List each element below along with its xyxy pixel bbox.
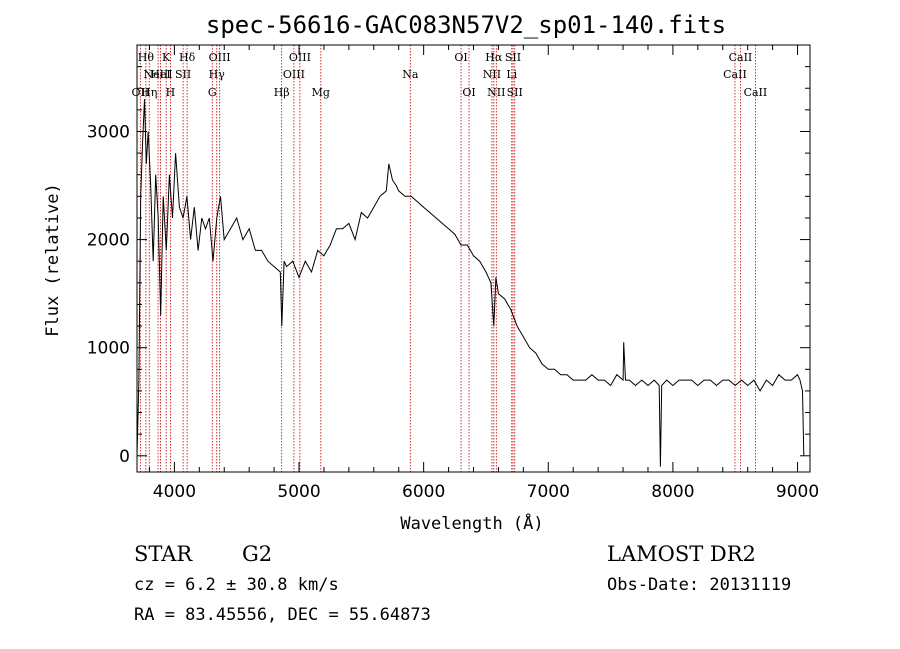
spectrum-series-line [136, 99, 805, 467]
spectral-subclass: G2 [242, 542, 272, 566]
line-label-15: Mg [312, 86, 330, 99]
line-label-2: Hη [141, 86, 157, 99]
line-label-3: NeIII [143, 68, 172, 81]
line-label-1: Hθ [138, 51, 155, 64]
line-label-26: CaII [729, 51, 753, 64]
line-label-13: OIII [283, 68, 305, 81]
line-label-14: OIII [289, 51, 311, 64]
y-tick-label-0: 0 [119, 447, 130, 467]
line-label-20: Hα [485, 51, 503, 64]
coordinates: RA = 83.45556, DEC = 55.64873 [134, 605, 431, 625]
x-tick-label-2: 6000 [402, 482, 445, 502]
line-label-19: NII [483, 68, 501, 81]
x-axis-ticks: 4000 5000 6000 7000 8000 9000 [148, 45, 819, 502]
y-tick-label-1: 1000 [87, 339, 130, 359]
x-tick-label-4: 8000 [651, 482, 694, 502]
line-label-18: OI [462, 86, 475, 99]
line-label-12: Hβ [274, 86, 290, 99]
x-tick-label-3: 7000 [527, 482, 570, 502]
line-label-22: Li [506, 68, 517, 81]
y-axis-label: Flux (relative) [43, 183, 63, 337]
line-label-24: SII [507, 86, 523, 99]
line-label-6: H [166, 86, 176, 99]
line-label-0: OII [132, 86, 150, 99]
object-type: STAR [134, 542, 193, 566]
y-tick-label-3: 3000 [87, 122, 130, 142]
line-label-10: Hγ [209, 68, 226, 81]
line-label-16: Na [402, 68, 419, 81]
line-label-27: CaII [744, 86, 768, 99]
x-axis-label: Wavelength (Å) [400, 512, 543, 534]
y-tick-label-2: 2000 [87, 231, 130, 251]
line-label-17: OI [454, 51, 467, 64]
redshift-info: cz = 6.2 ± 30.8 km/s [134, 575, 339, 595]
y-axis-ticks: 0 1000 2000 3000 [87, 66, 810, 467]
line-label-5: K [162, 51, 171, 64]
line-label-25: CaII [723, 68, 747, 81]
x-tick-label-5: 9000 [776, 482, 819, 502]
observation-date: Obs-Date: 20131119 [607, 575, 791, 595]
x-tick-label-1: 5000 [277, 482, 320, 502]
line-label-9: G [208, 86, 217, 99]
chart-title: spec-56616-GAC083N57V2_sp01-140.fits [206, 11, 726, 39]
line-label-4: HeI [150, 68, 170, 81]
x-tick-label-0: 4000 [153, 482, 196, 502]
line-label-23: SII [505, 51, 521, 64]
line-label-8: Hδ [179, 51, 196, 64]
line-label-11: OIII [209, 51, 231, 64]
line-label-21: NII [487, 86, 505, 99]
emission-line-markers [139, 45, 756, 472]
plot-frame [136, 44, 811, 473]
survey-name: LAMOST DR2 [607, 542, 756, 566]
line-label-7: SII [175, 68, 191, 81]
